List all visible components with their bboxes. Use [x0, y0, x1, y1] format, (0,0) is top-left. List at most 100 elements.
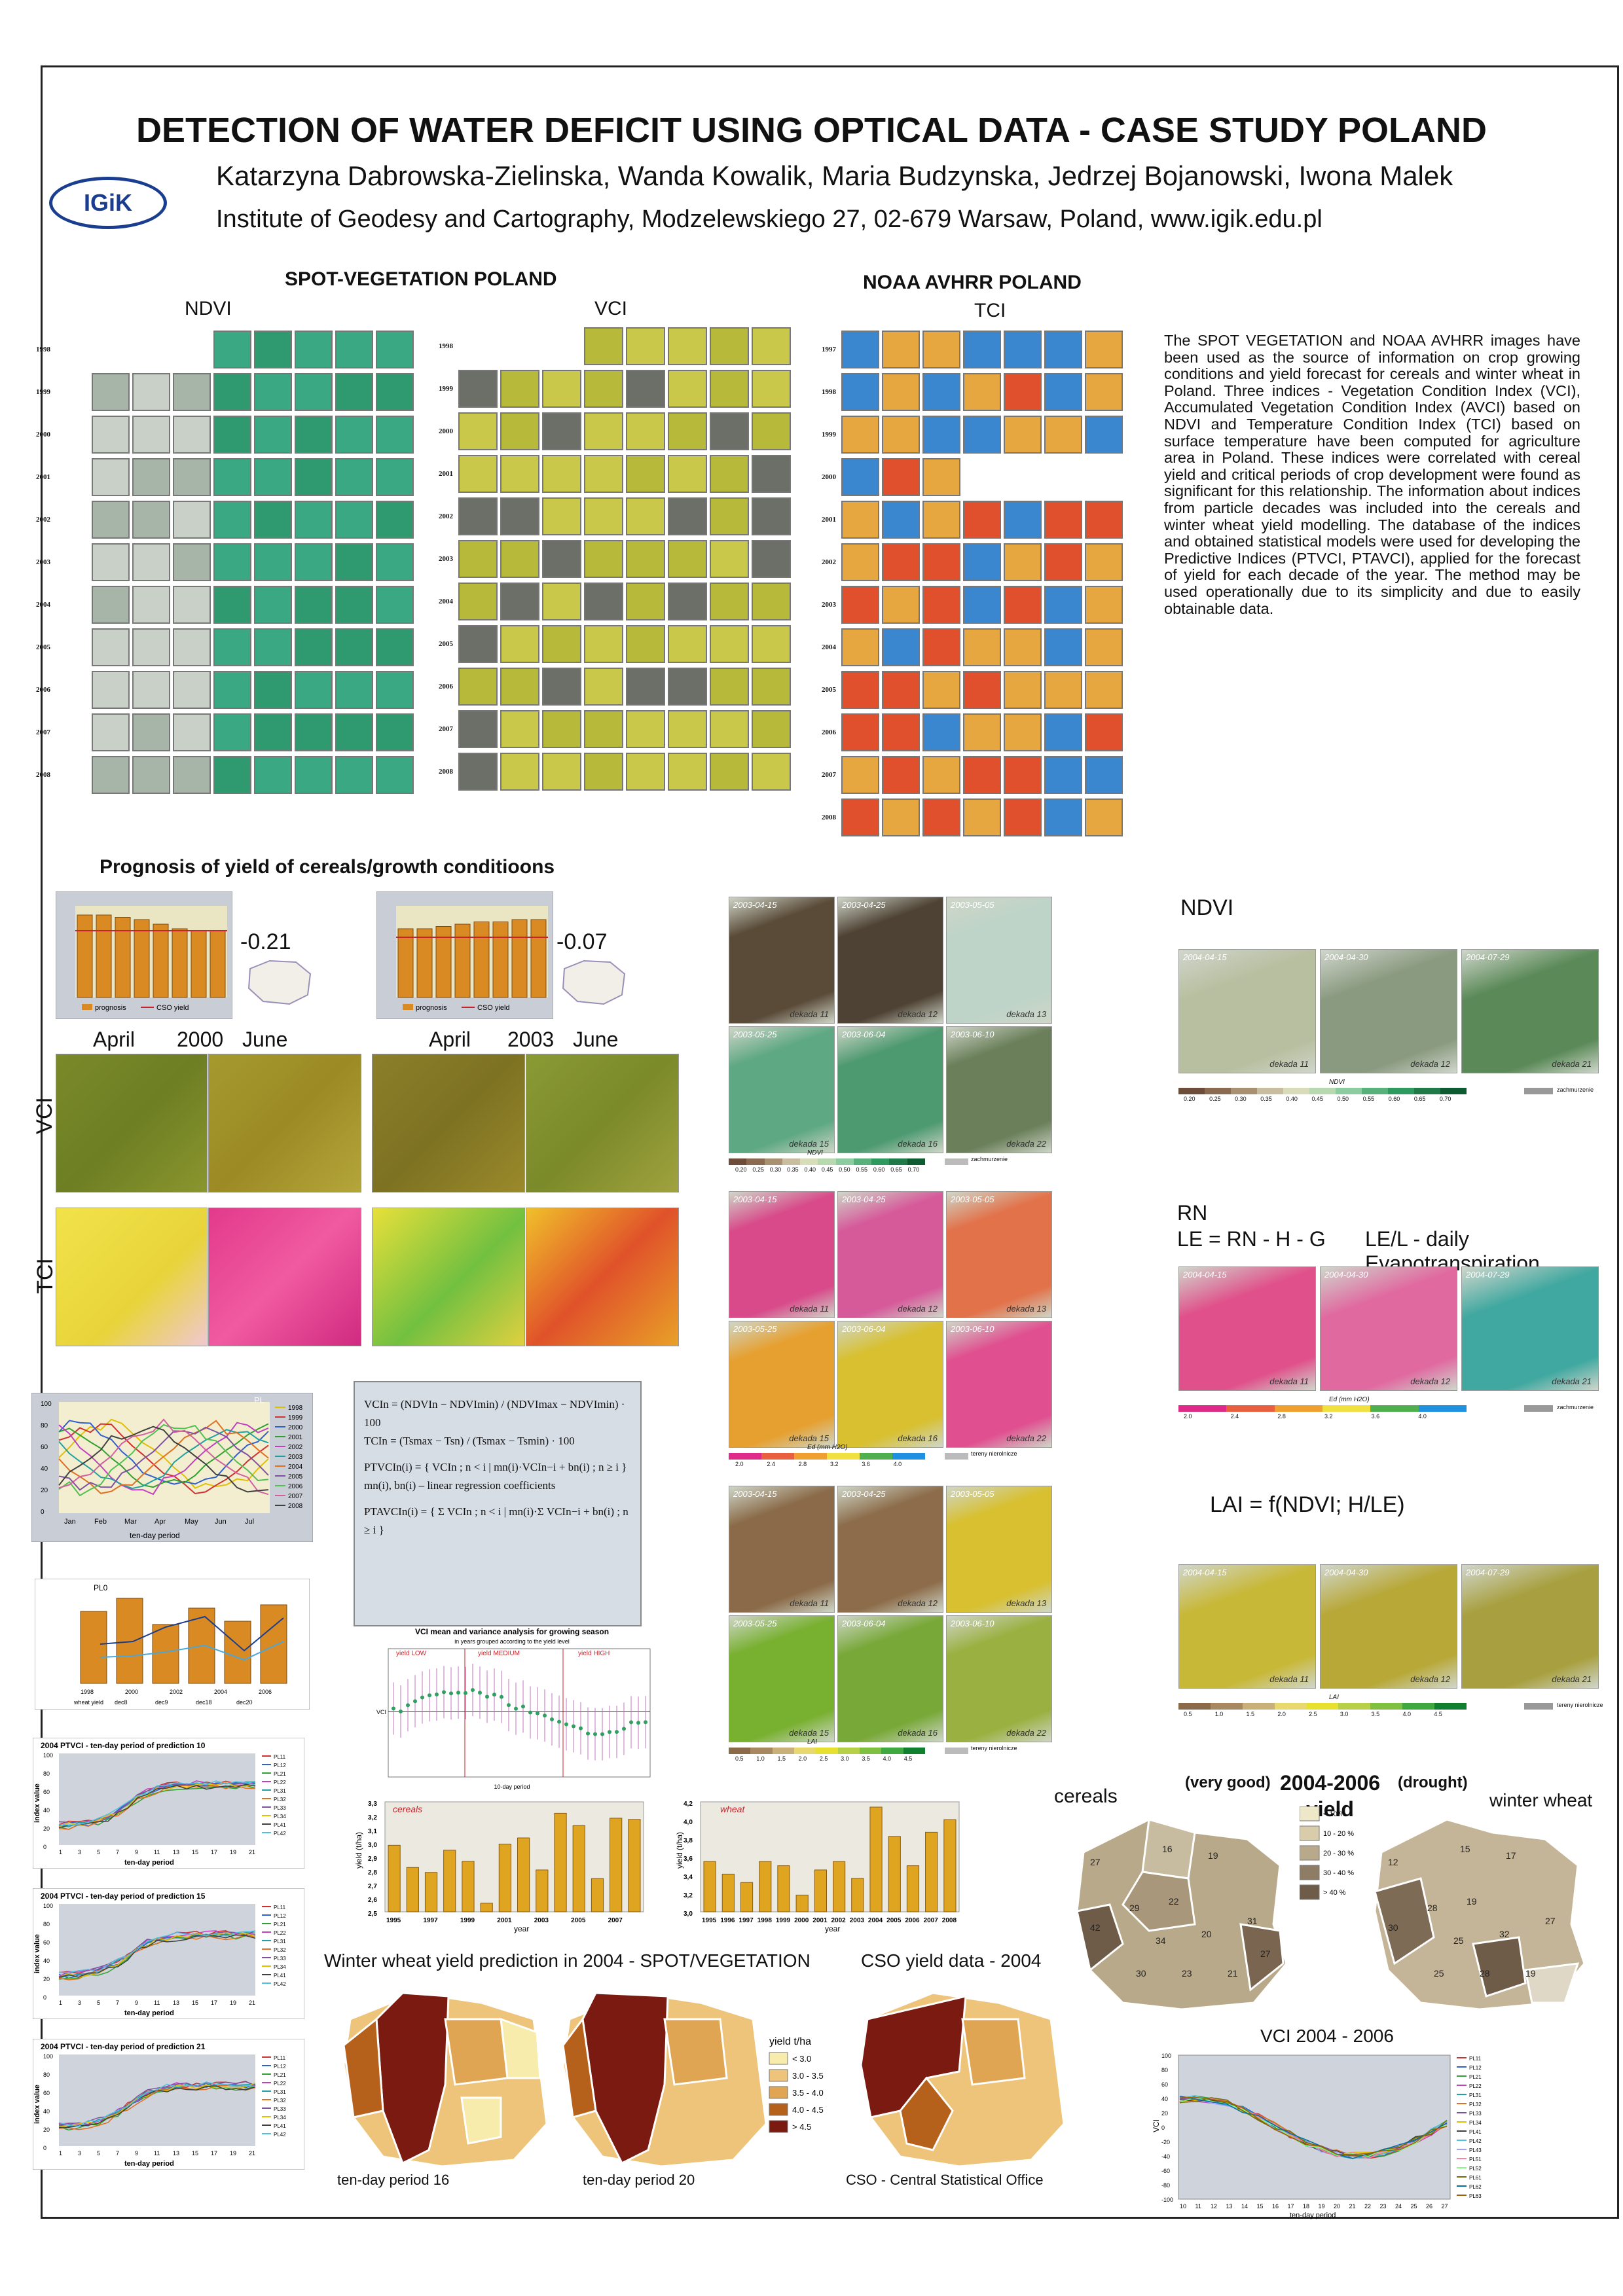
- authors: Katarzyna Dabrowska-Zielinska, Wanda Kow…: [216, 160, 1453, 191]
- le-label: LE = RN - H - G: [1177, 1227, 1326, 1251]
- satellite-tile: [92, 671, 130, 709]
- cereals-map-label: cereals: [1054, 1785, 1118, 1807]
- map-date: 2003-06-10: [951, 1030, 994, 1039]
- vci0406-legend: PL63: [1469, 2193, 1482, 2199]
- ptvci-legend: PL31: [274, 1788, 286, 1794]
- noaa-title: NOAA AVHRR POLAND: [863, 272, 1082, 293]
- grid-year-label: 2008: [822, 814, 836, 821]
- satellite-tile: [500, 710, 539, 748]
- grid-year-label: 2002: [439, 512, 453, 520]
- variance-mean: [435, 1692, 439, 1696]
- satellite-tile: [710, 753, 749, 791]
- pl-label: PL: [254, 1395, 264, 1405]
- yield-bar: [833, 1861, 846, 1912]
- yield-xtick: 2005: [571, 1917, 586, 1924]
- scale-tick: 1.0: [1214, 1711, 1224, 1717]
- region-value: 25: [1434, 1968, 1444, 1979]
- satellite-tile: [963, 798, 1001, 836]
- caption-period-20: ten-day period 20: [583, 2172, 695, 2188]
- yield-bar: [610, 1818, 623, 1912]
- ptvci-xtick: 11: [154, 2150, 160, 2157]
- scale-tick: 2.5: [1309, 1711, 1317, 1717]
- vci0406-legend: PL21: [1469, 2074, 1482, 2080]
- grid-year-label: 1997: [822, 346, 836, 353]
- scale-tick: 0.30: [769, 1166, 782, 1173]
- loss-legend-swatch: [1300, 1845, 1320, 1861]
- pl0-chart: PL0 1998 2000 2002 2004 2006 wheat yield dec8 d…: [35, 1579, 310, 1710]
- map-decade: dekada 22: [1006, 1728, 1046, 1738]
- side-map-panel: 2004-04-15 dekada 11: [1178, 1564, 1316, 1689]
- legend-swatch: [1524, 1088, 1553, 1094]
- yield-xtick: 1997: [739, 1917, 754, 1924]
- prognosis-bar: [96, 914, 112, 998]
- wheat-legend-title: yield t/ha: [769, 2036, 811, 2047]
- satellite-tile: [173, 458, 211, 496]
- satellite-tile: [542, 625, 581, 663]
- satellite-tile: [922, 458, 960, 496]
- variance-mean: [464, 1691, 467, 1695]
- satellite-tile: [1004, 501, 1042, 539]
- years-label: 2004-2006: [1280, 1771, 1381, 1795]
- satellite-tile: [1085, 713, 1123, 751]
- scale-tick: 0.30: [1235, 1096, 1247, 1102]
- yield-xtick: 2001: [497, 1917, 512, 1924]
- ptvci-legend: PL22: [274, 2081, 286, 2087]
- yield-xtick: 2000: [794, 1917, 809, 1924]
- satellite-tile: [92, 756, 130, 794]
- satellite-tile: [173, 416, 211, 454]
- scale-swatch: [837, 1748, 860, 1754]
- ndvi-heading: NDVI: [185, 298, 232, 319]
- center-map-panel: 2003-04-25 dekada 12: [837, 1486, 943, 1613]
- june-2000: June: [242, 1028, 288, 1051]
- ptvci-xtick: 17: [211, 2000, 217, 2006]
- scale-tick: 2.4: [1230, 1413, 1239, 1420]
- yield-bar: [851, 1878, 864, 1912]
- satellite-tile: [882, 458, 920, 496]
- ptvci-legend: PL11: [274, 1754, 286, 1760]
- satellite-tile: [584, 370, 623, 408]
- yield-ytick: 3,4: [684, 1874, 693, 1881]
- scale-tick: 0.70: [907, 1166, 920, 1173]
- vci0406-line: [1179, 2096, 1448, 2159]
- grid-year-label: 1998: [36, 346, 50, 353]
- scale-swatch: [860, 1748, 882, 1754]
- prognosis-bar: [454, 924, 471, 998]
- vci0406-legend: PL51: [1469, 2157, 1482, 2162]
- scale-tick: 2.8: [798, 1461, 807, 1467]
- pl-ytick: 0: [41, 1509, 45, 1516]
- vci-ytick: 0: [1161, 2125, 1165, 2131]
- satellite-tile: [254, 628, 292, 666]
- pl0-label: PL0: [94, 1583, 108, 1592]
- le-side-maps: 2004-04-15 dekada 11 2004-04-30 dekada 12 20…: [1178, 1266, 1604, 1420]
- map-decade: dekada 13: [1006, 1304, 1046, 1314]
- pl-year-line: [58, 1426, 269, 1493]
- satellite-tile: [963, 501, 1001, 539]
- ptvci-xlabel: ten-day period: [124, 1859, 174, 1867]
- formula-tci: TCIn = (Tsmax − Tsn) / (Tsmax − Tsmin) ·…: [364, 1435, 575, 1447]
- satellite-tile: [213, 331, 251, 368]
- center-map-panel: 2003-06-04 dekada 16: [837, 1615, 943, 1742]
- satellite-tile: [295, 543, 333, 581]
- prognosis-bar: [473, 922, 490, 998]
- abstract-text: The SPOT VEGETATION and NOAA AVHRR image…: [1164, 332, 1580, 617]
- side-map-panel: 2004-07-29 dekada 21: [1461, 1266, 1599, 1391]
- pl-year-line: [58, 1420, 269, 1494]
- scale-tick: 0.65: [890, 1166, 902, 1173]
- vci0406-legend: PL12: [1469, 2065, 1482, 2071]
- prognosis-bar: [492, 922, 509, 998]
- yield-bar: [814, 1869, 828, 1912]
- legend-swatch: [1524, 1703, 1553, 1710]
- yield-xtick: 1995: [386, 1917, 401, 1924]
- ptvci-xtick: 7: [116, 2000, 119, 2006]
- satellite-tile: [376, 756, 414, 794]
- scale-swatch: [1274, 1405, 1322, 1412]
- ptvci-legend: PL12: [274, 1913, 286, 1919]
- vci0406-legend: PL62: [1469, 2184, 1482, 2190]
- yield-bar: [480, 1903, 493, 1912]
- satellite-tile: [710, 412, 749, 450]
- grid-year-label: 2007: [36, 728, 50, 736]
- satellite-tile: [132, 756, 170, 794]
- loss-legend-label: 10 - 20 %: [1323, 1830, 1354, 1838]
- yield-bar: [888, 1836, 901, 1912]
- satellite-tile: [752, 497, 791, 535]
